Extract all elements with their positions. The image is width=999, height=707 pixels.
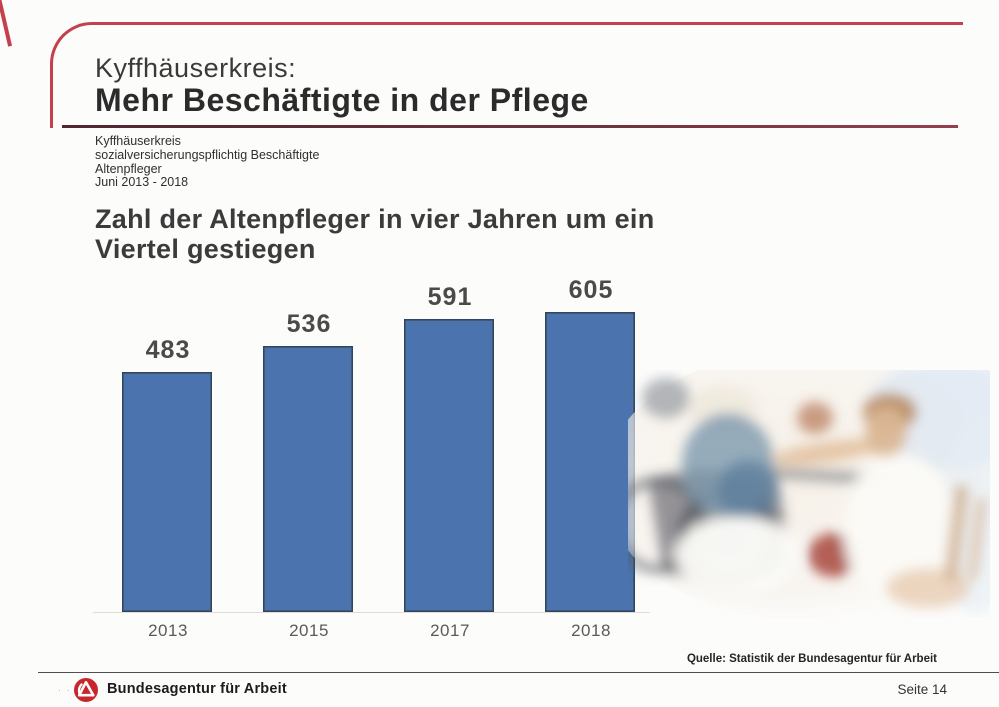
scan-corner-artifact <box>0 0 13 47</box>
bar-2015: 536 2015 <box>263 310 353 640</box>
bar-value-label: 605 <box>568 276 614 304</box>
bar-category-label: 2018 <box>571 621 611 640</box>
slide-red-frame <box>50 22 963 128</box>
footer-brand-name: Bundesagentur für Arbeit <box>107 681 287 697</box>
bar-category-label: 2015 <box>289 621 329 640</box>
slide-title: Mehr Beschäftigte in der Pflege <box>95 82 589 118</box>
bar-value-label: 483 <box>145 336 191 364</box>
meta-line-population: sozialversicherungspflichtig Beschäftigt… <box>95 147 320 162</box>
bar-2017: 591 2017 <box>404 283 494 640</box>
meta-line-region: Kyffhäuserkreis <box>95 134 181 148</box>
chart-headline-line2: Viertel gestiegen <box>95 234 316 264</box>
bar-category-label: 2013 <box>148 621 188 640</box>
meta-line-period: Juni 2013 - 2018 <box>95 175 189 190</box>
bar-category-label: 2017 <box>430 621 470 640</box>
bar-2013: 483 2013 <box>122 336 212 640</box>
bar-value-label: 536 <box>286 310 332 338</box>
bar-2018: 605 2018 <box>545 276 635 640</box>
bundesagentur-logo-icon <box>74 678 98 702</box>
chart-meta-block: Kyffhäuserkreis sozialversicherungspflic… <box>95 134 320 190</box>
chart-headline-line1: Zahl der Altenpfleger in vier Jahren um … <box>95 204 655 234</box>
slide-pretitle: Kyffhäuserkreis: <box>95 53 297 83</box>
chart-headline: Zahl der Altenpfleger in vier Jahren um … <box>95 204 655 264</box>
scan-speck-artifact: · · <box>58 686 72 695</box>
footer-divider <box>38 672 999 673</box>
bar-value-label: 591 <box>427 283 473 311</box>
page-number: Seite 14 <box>897 682 947 697</box>
title-underline <box>62 125 958 128</box>
elderly-care-photo <box>628 370 990 618</box>
chart-baseline <box>93 612 650 613</box>
source-attribution: Quelle: Statistik der Bundesagentur für … <box>686 653 937 665</box>
meta-line-occupation: Altenpfleger <box>95 161 162 176</box>
